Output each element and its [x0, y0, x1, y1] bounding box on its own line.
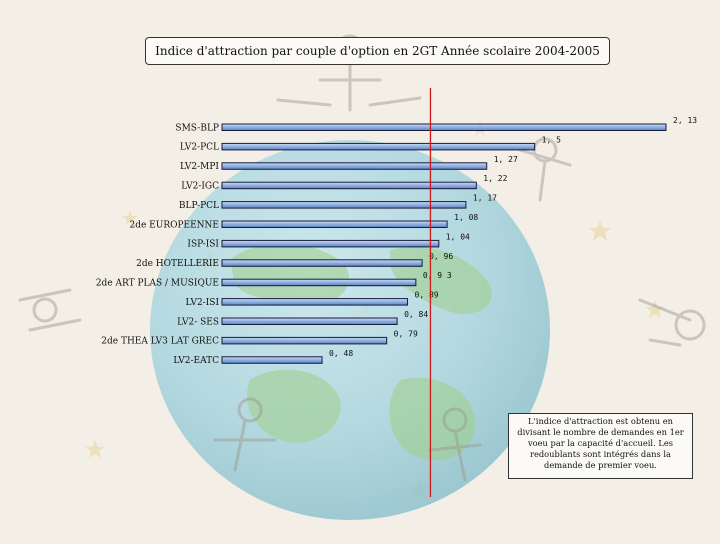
value-label: 1, 22: [483, 174, 507, 183]
bar: [221, 356, 323, 364]
category-label: LV2-ISI: [186, 298, 220, 308]
category-label: SMS-BLP: [175, 123, 219, 133]
value-label: 0, 89: [415, 291, 439, 300]
bar: [221, 336, 388, 345]
bar: [221, 201, 467, 209]
bar: [221, 220, 448, 228]
category-label: LV2-MPI: [180, 162, 219, 172]
bar: [221, 142, 536, 151]
category-label: 2de ART PLAS / MUSIQUE: [96, 278, 219, 288]
value-label: 0, 79: [394, 329, 418, 338]
value-label: 0, 48: [329, 349, 353, 358]
bar: [221, 162, 488, 170]
value-label: 0, 84: [404, 310, 428, 319]
category-label: LV2- SES: [177, 317, 219, 327]
category-label: LV2-EATC: [173, 356, 219, 366]
category-label: 2de HOTELLERIE: [136, 259, 219, 269]
category-label: BLP-PCL: [179, 201, 219, 211]
bar: [221, 317, 398, 325]
value-label: 1, 08: [454, 213, 478, 222]
value-label: 1, 27: [494, 155, 518, 164]
value-label: 0, 9 3: [423, 271, 452, 280]
bar: [221, 123, 667, 131]
bar: [221, 259, 423, 267]
value-label: 1, 5: [542, 135, 561, 144]
category-label: 2de THEA LV3 LAT GREC: [101, 337, 219, 347]
bar: [221, 278, 417, 287]
bars-layer: SMS-BLP 2, 13 LV2-PCL 1, 5 LV2-MPI 1, 27 LV2-I…: [96, 116, 697, 366]
category-label: LV2-PCL: [180, 143, 219, 153]
value-label: 1, 17: [473, 194, 497, 203]
bar: [221, 239, 440, 248]
value-label: 0, 96: [429, 252, 453, 261]
category-label: ISP-ISI: [187, 240, 219, 250]
category-label: 2de EUROPEENNE: [130, 220, 220, 230]
category-label: LV2-IGC: [181, 181, 219, 191]
value-label: 2, 13: [673, 116, 697, 125]
bar: [221, 298, 409, 306]
value-label: 1, 04: [446, 232, 470, 241]
chart-title: Indice d'attraction par couple d'option …: [145, 37, 610, 65]
explanation-note: L'indice d'attraction est obtenu en divi…: [508, 413, 693, 479]
bar: [221, 181, 477, 190]
